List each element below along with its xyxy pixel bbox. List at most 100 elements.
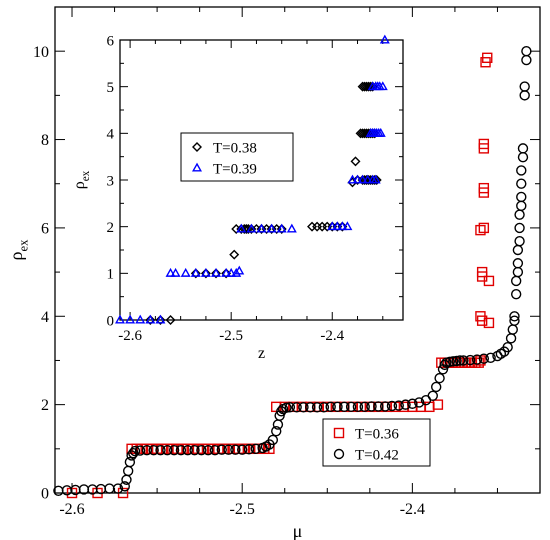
main-data-point — [393, 400, 404, 411]
inset-panel: -2.6 -2.5 -2.4 0 1 2 3 4 5 6 z ρex T=0.38 T=0.39 — [71, 33, 404, 362]
inset-series-1 — [115, 34, 390, 324]
main-data-point — [250, 443, 262, 455]
inset-y-tick-label: 6 — [107, 33, 115, 49]
main-data-point — [281, 402, 292, 413]
main-y-axis-label: ρex — [6, 239, 30, 261]
main-data-point — [485, 352, 496, 364]
inset-x-tick-label: -2.6 — [118, 328, 142, 344]
inset-data-point — [236, 223, 247, 233]
main-data-point — [236, 444, 248, 455]
main-data-point — [516, 191, 527, 203]
inset-y-tick-label: 2 — [107, 220, 115, 236]
inset-data-point — [377, 81, 388, 91]
inset-data-point — [115, 314, 125, 324]
inset-legend-marker — [192, 162, 202, 172]
main-data-point — [454, 355, 466, 366]
main-data-point — [448, 356, 459, 367]
main-y-axis-label-main: ρ — [6, 251, 26, 260]
inset-y-tick-label: 0 — [107, 313, 115, 329]
main-data-point — [148, 444, 159, 456]
main-data-point — [478, 222, 490, 234]
main-data-point — [318, 402, 330, 413]
main-data-point — [332, 401, 343, 413]
main-data-point — [465, 354, 476, 366]
main-data-point — [476, 266, 488, 278]
main-data-point — [471, 354, 483, 365]
main-data-point — [359, 401, 370, 413]
inset-data-point — [243, 224, 254, 234]
inset-data-point — [337, 221, 348, 231]
inset-data-point — [170, 267, 181, 277]
main-data-point — [444, 356, 456, 367]
main-data-point — [427, 390, 438, 401]
inset-data-point — [286, 223, 297, 233]
main-data-point — [514, 235, 525, 247]
inset-data-point — [342, 221, 353, 231]
inset-data-point — [211, 268, 222, 279]
main-data-point — [112, 483, 124, 494]
inset-legend-marker — [192, 142, 202, 152]
main-y-tick-label: 0 — [41, 486, 49, 503]
main-legend-label: T=0.42 — [355, 447, 399, 463]
main-data-point — [521, 45, 532, 57]
main-data-point — [230, 444, 241, 455]
main-data-point — [516, 178, 527, 189]
inset-data-point — [266, 223, 277, 233]
inset-data-point — [135, 314, 146, 324]
inset-data-point — [211, 267, 222, 277]
inset-data-point — [229, 249, 240, 260]
inset-data-point — [221, 267, 232, 277]
main-data-point — [196, 444, 207, 456]
main-data-point — [209, 444, 221, 456]
main-data-point — [339, 401, 350, 413]
main-data-point — [134, 445, 146, 456]
main-data-point — [366, 401, 377, 412]
inset-x-axis-label: z — [258, 345, 265, 362]
inset-y-tick-label: 4 — [107, 127, 115, 143]
main-data-point — [162, 444, 173, 456]
main-data-point — [502, 342, 513, 353]
inset-data-point — [155, 314, 166, 324]
main-data-point — [175, 444, 187, 456]
main-y-tick-label: 2 — [41, 397, 49, 414]
main-data-point — [516, 165, 527, 176]
main-data-point — [325, 401, 336, 413]
inset-data-point — [221, 268, 232, 279]
inset-data-point — [125, 314, 136, 324]
inset-data-point — [362, 174, 373, 184]
main-data-point — [510, 288, 522, 300]
main-y-tick-label: 6 — [41, 221, 49, 238]
inset-data-point — [231, 267, 242, 277]
main-data-point — [291, 402, 302, 413]
inset-data-point — [256, 223, 267, 233]
inset-data-point — [145, 314, 156, 324]
inset-y-axis-label: ρex — [71, 170, 92, 189]
main-data-point — [168, 444, 180, 456]
main-series-1 — [53, 45, 532, 496]
main-data-point — [478, 138, 490, 150]
main-data-point — [512, 258, 524, 269]
inset-data-point — [367, 175, 378, 185]
inset-data-point — [200, 268, 211, 279]
inset-data-point — [226, 267, 237, 277]
inset-data-point — [370, 174, 381, 184]
main-y-tick-label: 8 — [41, 132, 49, 149]
inset-data-point — [276, 224, 287, 234]
main-data-point — [517, 143, 529, 154]
main-data-point — [223, 444, 234, 455]
main-data-point — [478, 182, 490, 194]
inset-x-tick-label: -2.4 — [320, 328, 344, 344]
main-data-point — [352, 401, 364, 413]
main-data-point — [119, 481, 130, 492]
inset-data-point — [375, 127, 386, 137]
inset-data-point — [337, 221, 348, 232]
main-legend-marker — [333, 427, 345, 439]
main-data-point — [379, 401, 391, 412]
inset-y-tick-label: 5 — [107, 80, 115, 96]
inset-data-point — [165, 315, 176, 325]
main-y-tick-label: 4 — [41, 309, 49, 326]
inset-y-axis-label-main: ρ — [71, 181, 88, 189]
main-data-point — [386, 400, 398, 412]
main-data-point — [284, 402, 296, 413]
main-data-point — [483, 275, 495, 287]
